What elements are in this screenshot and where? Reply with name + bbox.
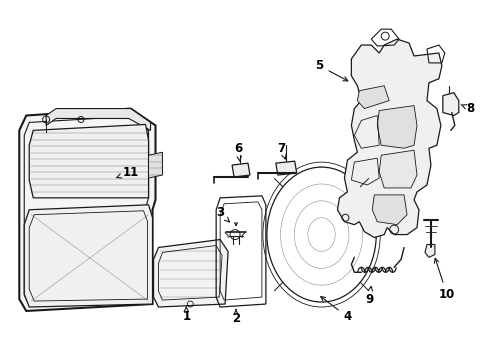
Text: 7: 7	[277, 142, 285, 159]
Polygon shape	[379, 150, 416, 188]
Text: 5: 5	[315, 59, 347, 81]
Polygon shape	[424, 244, 434, 257]
Polygon shape	[19, 109, 155, 311]
Polygon shape	[376, 105, 416, 148]
Polygon shape	[337, 39, 441, 238]
Text: 10: 10	[433, 258, 454, 301]
Text: 2: 2	[231, 310, 240, 325]
Text: 8: 8	[460, 102, 474, 115]
Text: 4: 4	[320, 297, 351, 323]
Polygon shape	[442, 93, 458, 116]
Polygon shape	[148, 152, 162, 178]
Polygon shape	[371, 195, 406, 225]
Polygon shape	[275, 161, 296, 175]
Polygon shape	[24, 205, 152, 307]
Polygon shape	[232, 163, 249, 177]
Text: 9: 9	[365, 286, 373, 306]
Text: 3: 3	[216, 206, 229, 222]
Polygon shape	[46, 109, 150, 130]
Text: 6: 6	[233, 142, 242, 161]
Polygon shape	[153, 239, 227, 307]
Text: 1: 1	[182, 307, 190, 323]
Text: 11: 11	[117, 166, 139, 179]
Polygon shape	[29, 125, 148, 198]
Polygon shape	[357, 86, 388, 109]
FancyArrowPatch shape	[234, 222, 237, 226]
